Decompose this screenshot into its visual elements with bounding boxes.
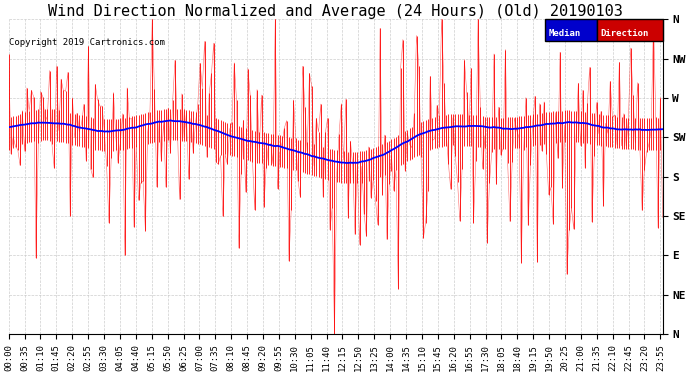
Title: Wind Direction Normalized and Average (24 Hours) (Old) 20190103: Wind Direction Normalized and Average (2…	[48, 4, 623, 19]
Text: Median: Median	[549, 29, 581, 38]
Text: Copyright 2019 Cartronics.com: Copyright 2019 Cartronics.com	[9, 38, 164, 47]
Text: Direction: Direction	[600, 29, 649, 38]
